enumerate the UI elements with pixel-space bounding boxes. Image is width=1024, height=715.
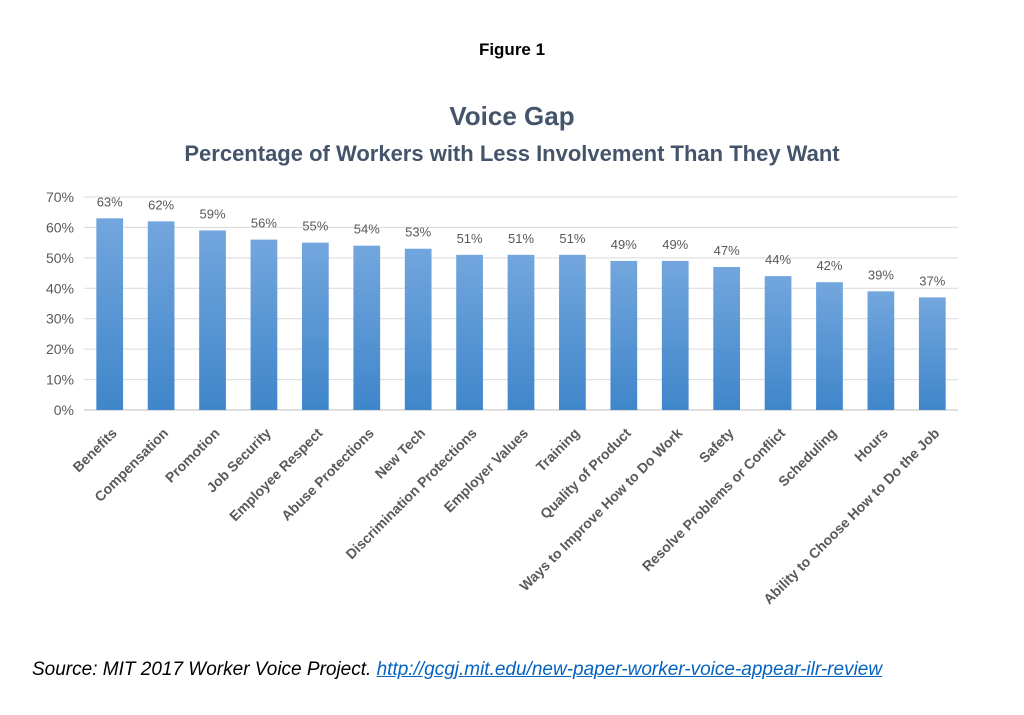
bar — [199, 230, 226, 410]
bar — [918, 297, 946, 410]
data-labels: 63% 62% 59% 56% 55% 54% 53% 51% 51% 51% 49% 49% 47% 4… — [97, 194, 946, 288]
data-label: 39% — [868, 267, 894, 282]
data-label: 44% — [765, 252, 791, 267]
data-label: 63% — [97, 194, 123, 209]
y-tick-label: 70% — [46, 189, 74, 205]
bar — [764, 276, 792, 410]
y-tick-label: 50% — [46, 250, 74, 266]
data-label: 51% — [457, 231, 483, 246]
source-line: Source: MIT 2017 Worker Voice Project. h… — [32, 659, 882, 681]
y-tick-label: 0% — [54, 402, 74, 418]
y-tick-label: 60% — [46, 219, 74, 235]
chart-title: Voice Gap — [449, 101, 575, 131]
data-label: 49% — [611, 237, 637, 252]
bar — [404, 248, 432, 410]
bar — [456, 254, 483, 410]
x-tick-label: Hours — [851, 425, 891, 465]
y-tick-label: 10% — [46, 372, 74, 388]
bar — [147, 221, 175, 410]
data-label: 56% — [251, 216, 277, 231]
data-label: 51% — [559, 231, 585, 246]
source-link[interactable]: http://gcgj.mit.edu/new-paper-worker-voi… — [376, 659, 883, 680]
y-tick-label: 40% — [46, 280, 74, 296]
data-label: 59% — [200, 206, 226, 221]
data-label: 47% — [714, 243, 740, 258]
x-tick-label: Safety — [696, 425, 737, 466]
bar — [661, 260, 689, 410]
source-text: Source: MIT 2017 Worker Voice Project. — [32, 659, 372, 680]
bar — [610, 260, 638, 410]
x-tick-label: Benefits — [69, 425, 120, 476]
bar — [96, 218, 124, 410]
data-label: 42% — [816, 258, 842, 273]
x-tick-label: Employee Respect — [226, 425, 326, 525]
data-label: 51% — [508, 231, 534, 246]
bars — [96, 218, 946, 410]
x-tick-label: Quality of Product — [537, 425, 634, 522]
data-label: 49% — [662, 237, 688, 252]
y-axis-ticks: 0% 10% 20% 30% 40% 50% 60% 70% — [46, 189, 74, 418]
x-tick-label: Training — [533, 425, 583, 475]
bar — [301, 242, 329, 410]
figure-label: Figure 1 — [478, 40, 546, 59]
x-tick-label: Abuse Protections — [278, 425, 377, 524]
bar — [713, 266, 741, 410]
y-tick-label: 30% — [46, 311, 74, 327]
bar — [353, 245, 381, 410]
bar — [250, 239, 278, 410]
y-tick-label: 20% — [46, 341, 74, 357]
bar — [507, 254, 535, 410]
data-label: 37% — [919, 273, 945, 288]
data-label: 54% — [354, 222, 380, 237]
chart-subtitle: Percentage of Workers with Less Involvem… — [184, 141, 840, 166]
bar — [867, 291, 895, 410]
bar — [816, 282, 843, 410]
data-label: 55% — [302, 219, 328, 234]
data-label: 62% — [148, 197, 174, 212]
data-label: 53% — [405, 225, 431, 240]
bar — [559, 254, 586, 410]
